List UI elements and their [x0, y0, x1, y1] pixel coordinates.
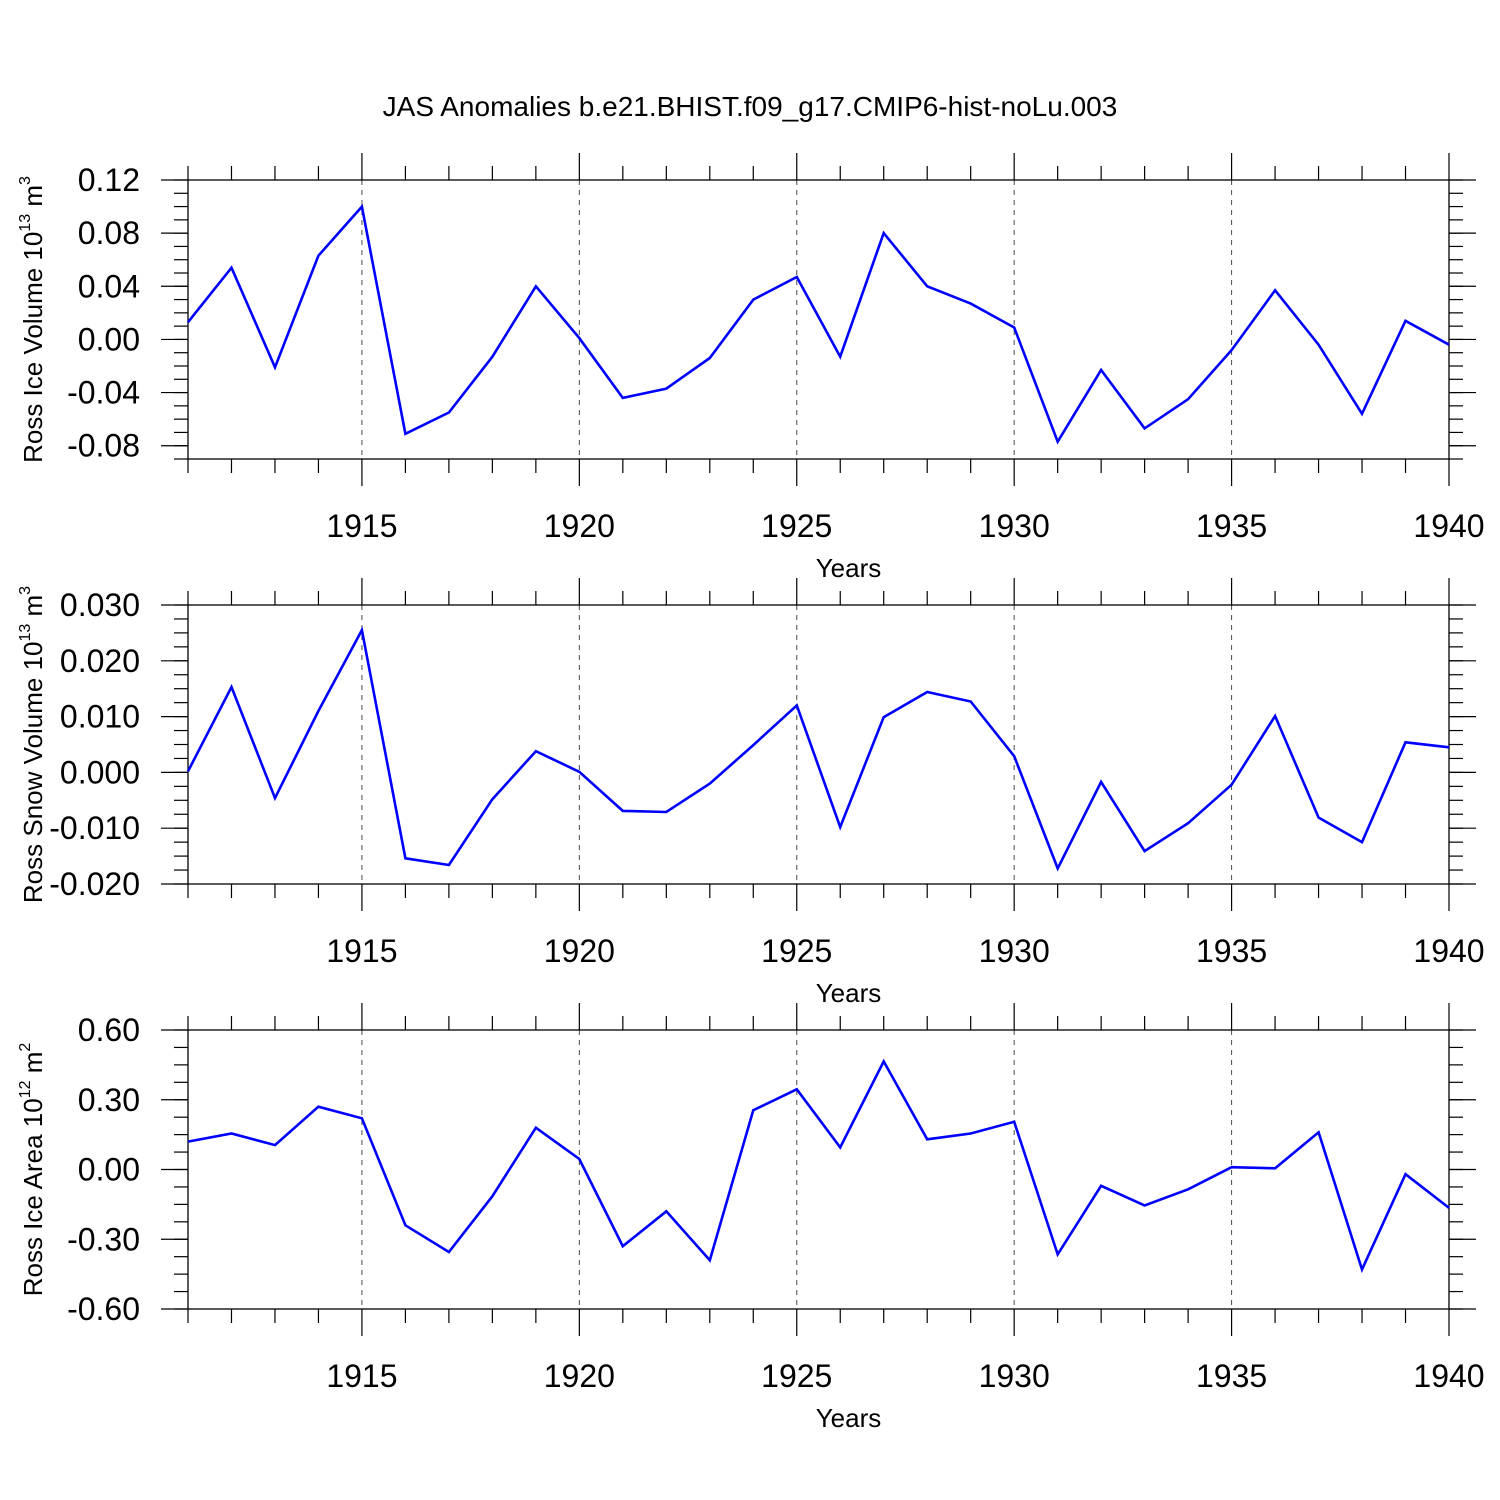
x-tick-label: 1915 [326, 1358, 397, 1394]
series-line [186, 626, 1450, 872]
y-axis-label: Ross Ice Area 1012 m2 [17, 1043, 48, 1297]
x-tick-label: 1920 [544, 1358, 615, 1394]
x-tick-label: 1930 [979, 933, 1050, 969]
y-tick-label: -0.60 [67, 1291, 140, 1327]
chart-panel-3: 1915 1920 1925 1930 1935 1940 Years -0.60 -0.30 0… [17, 1003, 1485, 1433]
x-tick-label: 1935 [1196, 1358, 1267, 1394]
x-tick-label: 1920 [544, 508, 615, 544]
x-tick-label: 1930 [979, 1358, 1050, 1394]
y-axis-label: Ross Snow Volume 1013 m3 [17, 586, 48, 903]
x-tick-label: 1925 [761, 933, 832, 969]
x-tick-label: 1930 [979, 508, 1050, 544]
x-tick-label: 1940 [1413, 508, 1484, 544]
y-tick-label: 0.08 [78, 215, 140, 251]
y-tick-label: 0.30 [78, 1082, 140, 1118]
x-axis-label: Years [816, 978, 882, 1008]
x-tick-label: 1940 [1413, 933, 1484, 969]
chart-panel-1: 1915 1920 1925 1930 1935 1940 Years -0.08 -0.04 0… [17, 153, 1485, 583]
x-tick-label: 1935 [1196, 508, 1267, 544]
x-tick-label: 1920 [544, 933, 615, 969]
y-axis-label: Ross Ice Volume 1013 m3 [17, 176, 48, 463]
x-axis-label: Years [816, 1403, 882, 1433]
figure-title: JAS Anomalies b.e21.BHIST.f09_g17.CMIP6-… [383, 91, 1118, 122]
series-line [187, 1058, 1450, 1274]
x-tick-label: 1915 [326, 508, 397, 544]
y-tick-label: 0.60 [78, 1012, 140, 1048]
plot-frame [187, 604, 1450, 885]
y-tick-label: -0.08 [67, 428, 140, 464]
y-tick-label: 0.12 [78, 162, 140, 198]
chart-panel-2: 1915 1920 1925 1930 1935 1940 Years -0.020 -0.01… [17, 578, 1485, 1008]
y-tick-label: 0.00 [78, 1152, 140, 1188]
y-tick-label: 0.000 [60, 754, 140, 790]
y-tick-label: -0.04 [67, 375, 140, 411]
x-tick-label: 1935 [1196, 933, 1267, 969]
y-tick-label: -0.30 [67, 1221, 140, 1257]
plot-frame [187, 1029, 1450, 1310]
y-tick-label: 0.04 [78, 268, 140, 304]
x-axis-label: Years [816, 553, 882, 583]
y-tick-label: 0.010 [60, 699, 140, 735]
plot-frame [187, 179, 1450, 460]
x-tick-label: 1940 [1413, 1358, 1484, 1394]
x-tick-label: 1925 [761, 508, 832, 544]
x-tick-label: 1915 [326, 933, 397, 969]
x-tick-label: 1925 [761, 1358, 832, 1394]
y-tick-label: 0.00 [78, 321, 140, 357]
series-line [186, 203, 1450, 445]
y-tick-label: -0.020 [49, 866, 140, 902]
y-tick-label: 0.030 [60, 587, 140, 623]
panels: 1915 1920 1925 1930 1935 1940 Years -0.08 -0.04 0… [17, 153, 1485, 1433]
y-tick-label: -0.010 [49, 810, 140, 846]
y-tick-label: 0.020 [60, 643, 140, 679]
